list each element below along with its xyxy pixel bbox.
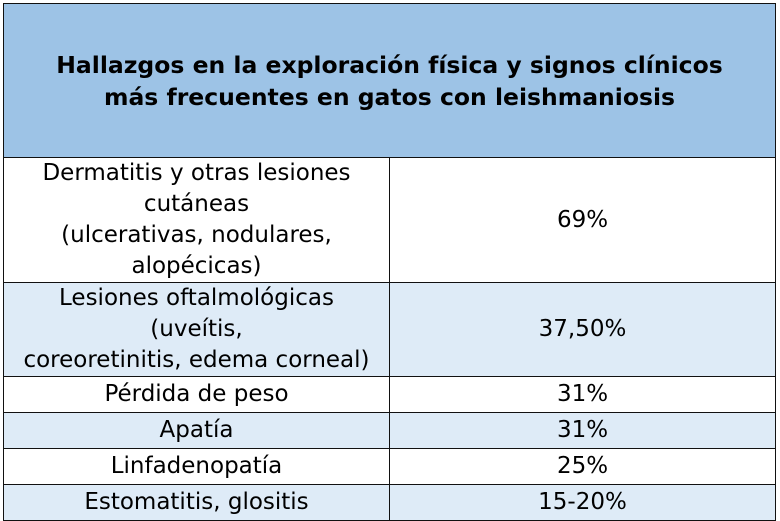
finding-cell: Dermatitis y otras lesiones cutáneas (ul… <box>3 157 390 283</box>
table-row: Estomatitis, glositis 15-20% <box>3 484 776 521</box>
percentage-cell: 15-20% <box>389 484 776 521</box>
finding-cell: Linfadenopatía <box>3 448 390 485</box>
table-row: Dermatitis y otras lesiones cutáneas (ul… <box>3 157 776 283</box>
findings-table: Hallazgos en la exploración física y sig… <box>3 3 776 521</box>
finding-cell: Pérdida de peso <box>3 376 390 413</box>
percentage-cell: 25% <box>389 448 776 485</box>
finding-text-line-1: Lesiones oftalmológicas (uveítis, <box>59 285 334 342</box>
table-title-row: Hallazgos en la exploración física y sig… <box>3 3 776 158</box>
finding-cell: Estomatitis, glositis <box>3 484 390 521</box>
findings-table-container: Hallazgos en la exploración física y sig… <box>3 3 776 521</box>
percentage-cell: 31% <box>389 376 776 413</box>
finding-cell: Apatía <box>3 412 390 449</box>
percentage-cell: 69% <box>389 157 776 283</box>
table-row: Lesiones oftalmológicas (uveítis, coreor… <box>3 282 776 377</box>
table-row: Linfadenopatía 25% <box>3 448 776 485</box>
finding-text-line-1: Dermatitis y otras lesiones cutáneas <box>42 160 351 217</box>
percentage-cell: 37,50% <box>389 282 776 377</box>
table-title-line-1: Hallazgos en la exploración física y sig… <box>56 50 723 79</box>
table-row: Pérdida de peso 31% <box>3 376 776 413</box>
finding-text-line-2: (ulcerativas, nodulares, alopécicas) <box>61 222 332 279</box>
table-row: Apatía 31% <box>3 412 776 449</box>
finding-cell: Lesiones oftalmológicas (uveítis, coreor… <box>3 282 390 377</box>
table-title-line-2: más frecuentes en gatos con leishmaniosi… <box>103 82 676 111</box>
percentage-cell: 31% <box>389 412 776 449</box>
finding-text-line-2: coreoretinitis, edema corneal) <box>23 347 370 373</box>
table-title: Hallazgos en la exploración física y sig… <box>3 3 776 158</box>
